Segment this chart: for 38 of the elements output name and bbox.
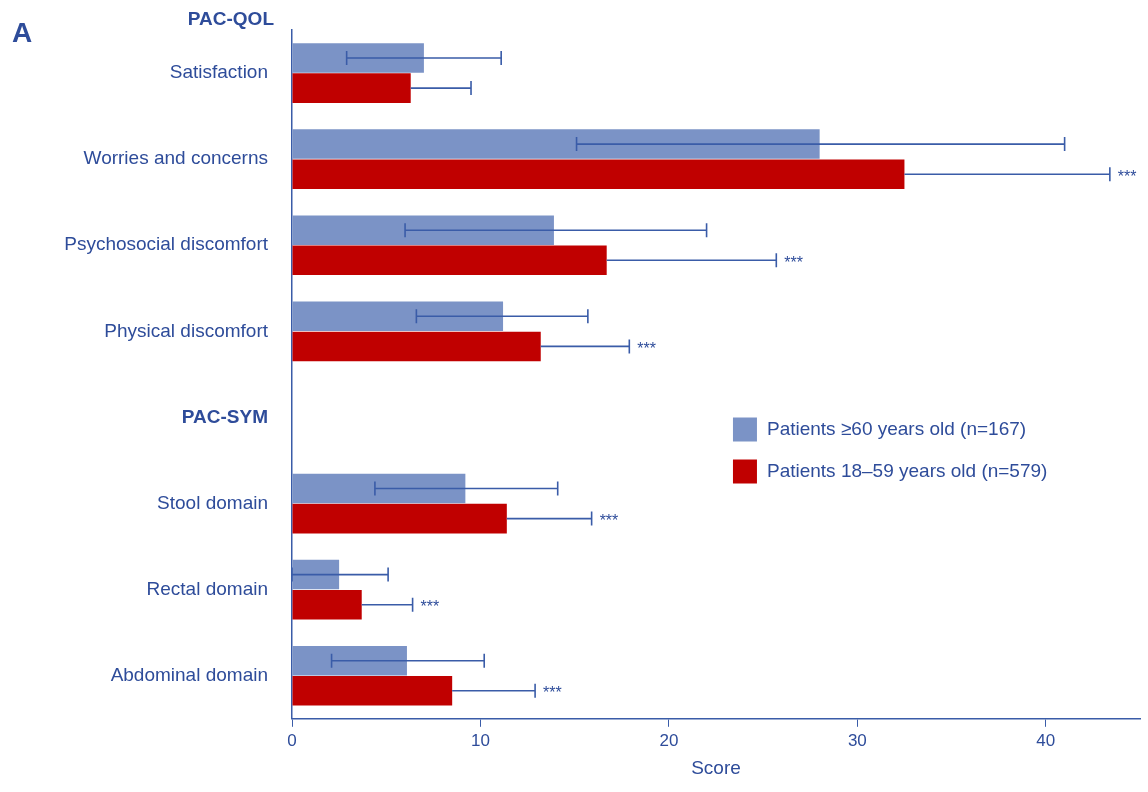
y-tick-label: Stool domain: [157, 491, 268, 513]
x-tick-label: 40: [1036, 730, 1056, 750]
bar: [292, 245, 607, 276]
bar: [292, 73, 411, 103]
text: A: [12, 16, 33, 48]
bar: [292, 589, 362, 620]
y-tick-label: PAC-SYM: [181, 405, 268, 427]
bar: [292, 559, 340, 590]
bar: [292, 215, 554, 245]
bar: [292, 159, 905, 189]
bar: [292, 676, 453, 706]
annotation: ***: [543, 684, 562, 702]
bar: [292, 43, 424, 73]
x-tick-label: 20: [659, 730, 679, 750]
annotation: ***: [420, 598, 440, 616]
x-axis-title: Score: [691, 756, 741, 778]
bar: [292, 645, 407, 676]
legend-label: Patients ≥60 years old (n=167): [766, 417, 1027, 439]
legend-label: Patients 18–59 years old (n=579): [766, 459, 1048, 481]
y-tick-label: Satisfaction: [169, 61, 268, 83]
y-tick-label: Worries and concerns: [83, 147, 268, 169]
bar: [292, 301, 504, 332]
y-tick-label: Physical discomfort: [104, 319, 269, 341]
bar: [292, 129, 820, 159]
y-tick-label: Abdominal domain: [110, 663, 268, 685]
annotation: ***: [599, 512, 619, 530]
annotation: ***: [637, 339, 656, 357]
bar: [292, 331, 541, 362]
y-tick-label: Psychosocial discomfort: [64, 233, 269, 255]
x-tick-label: 0: [287, 730, 297, 750]
x-tick-label: 30: [847, 730, 867, 750]
text: PAC-QOL: [187, 8, 275, 30]
bar: [292, 503, 507, 534]
annotation: ***: [1117, 167, 1137, 185]
bar: [292, 473, 466, 504]
annotation: ***: [784, 253, 803, 271]
x-tick-label: 10: [470, 730, 490, 750]
y-tick-label: Rectal domain: [146, 577, 268, 599]
